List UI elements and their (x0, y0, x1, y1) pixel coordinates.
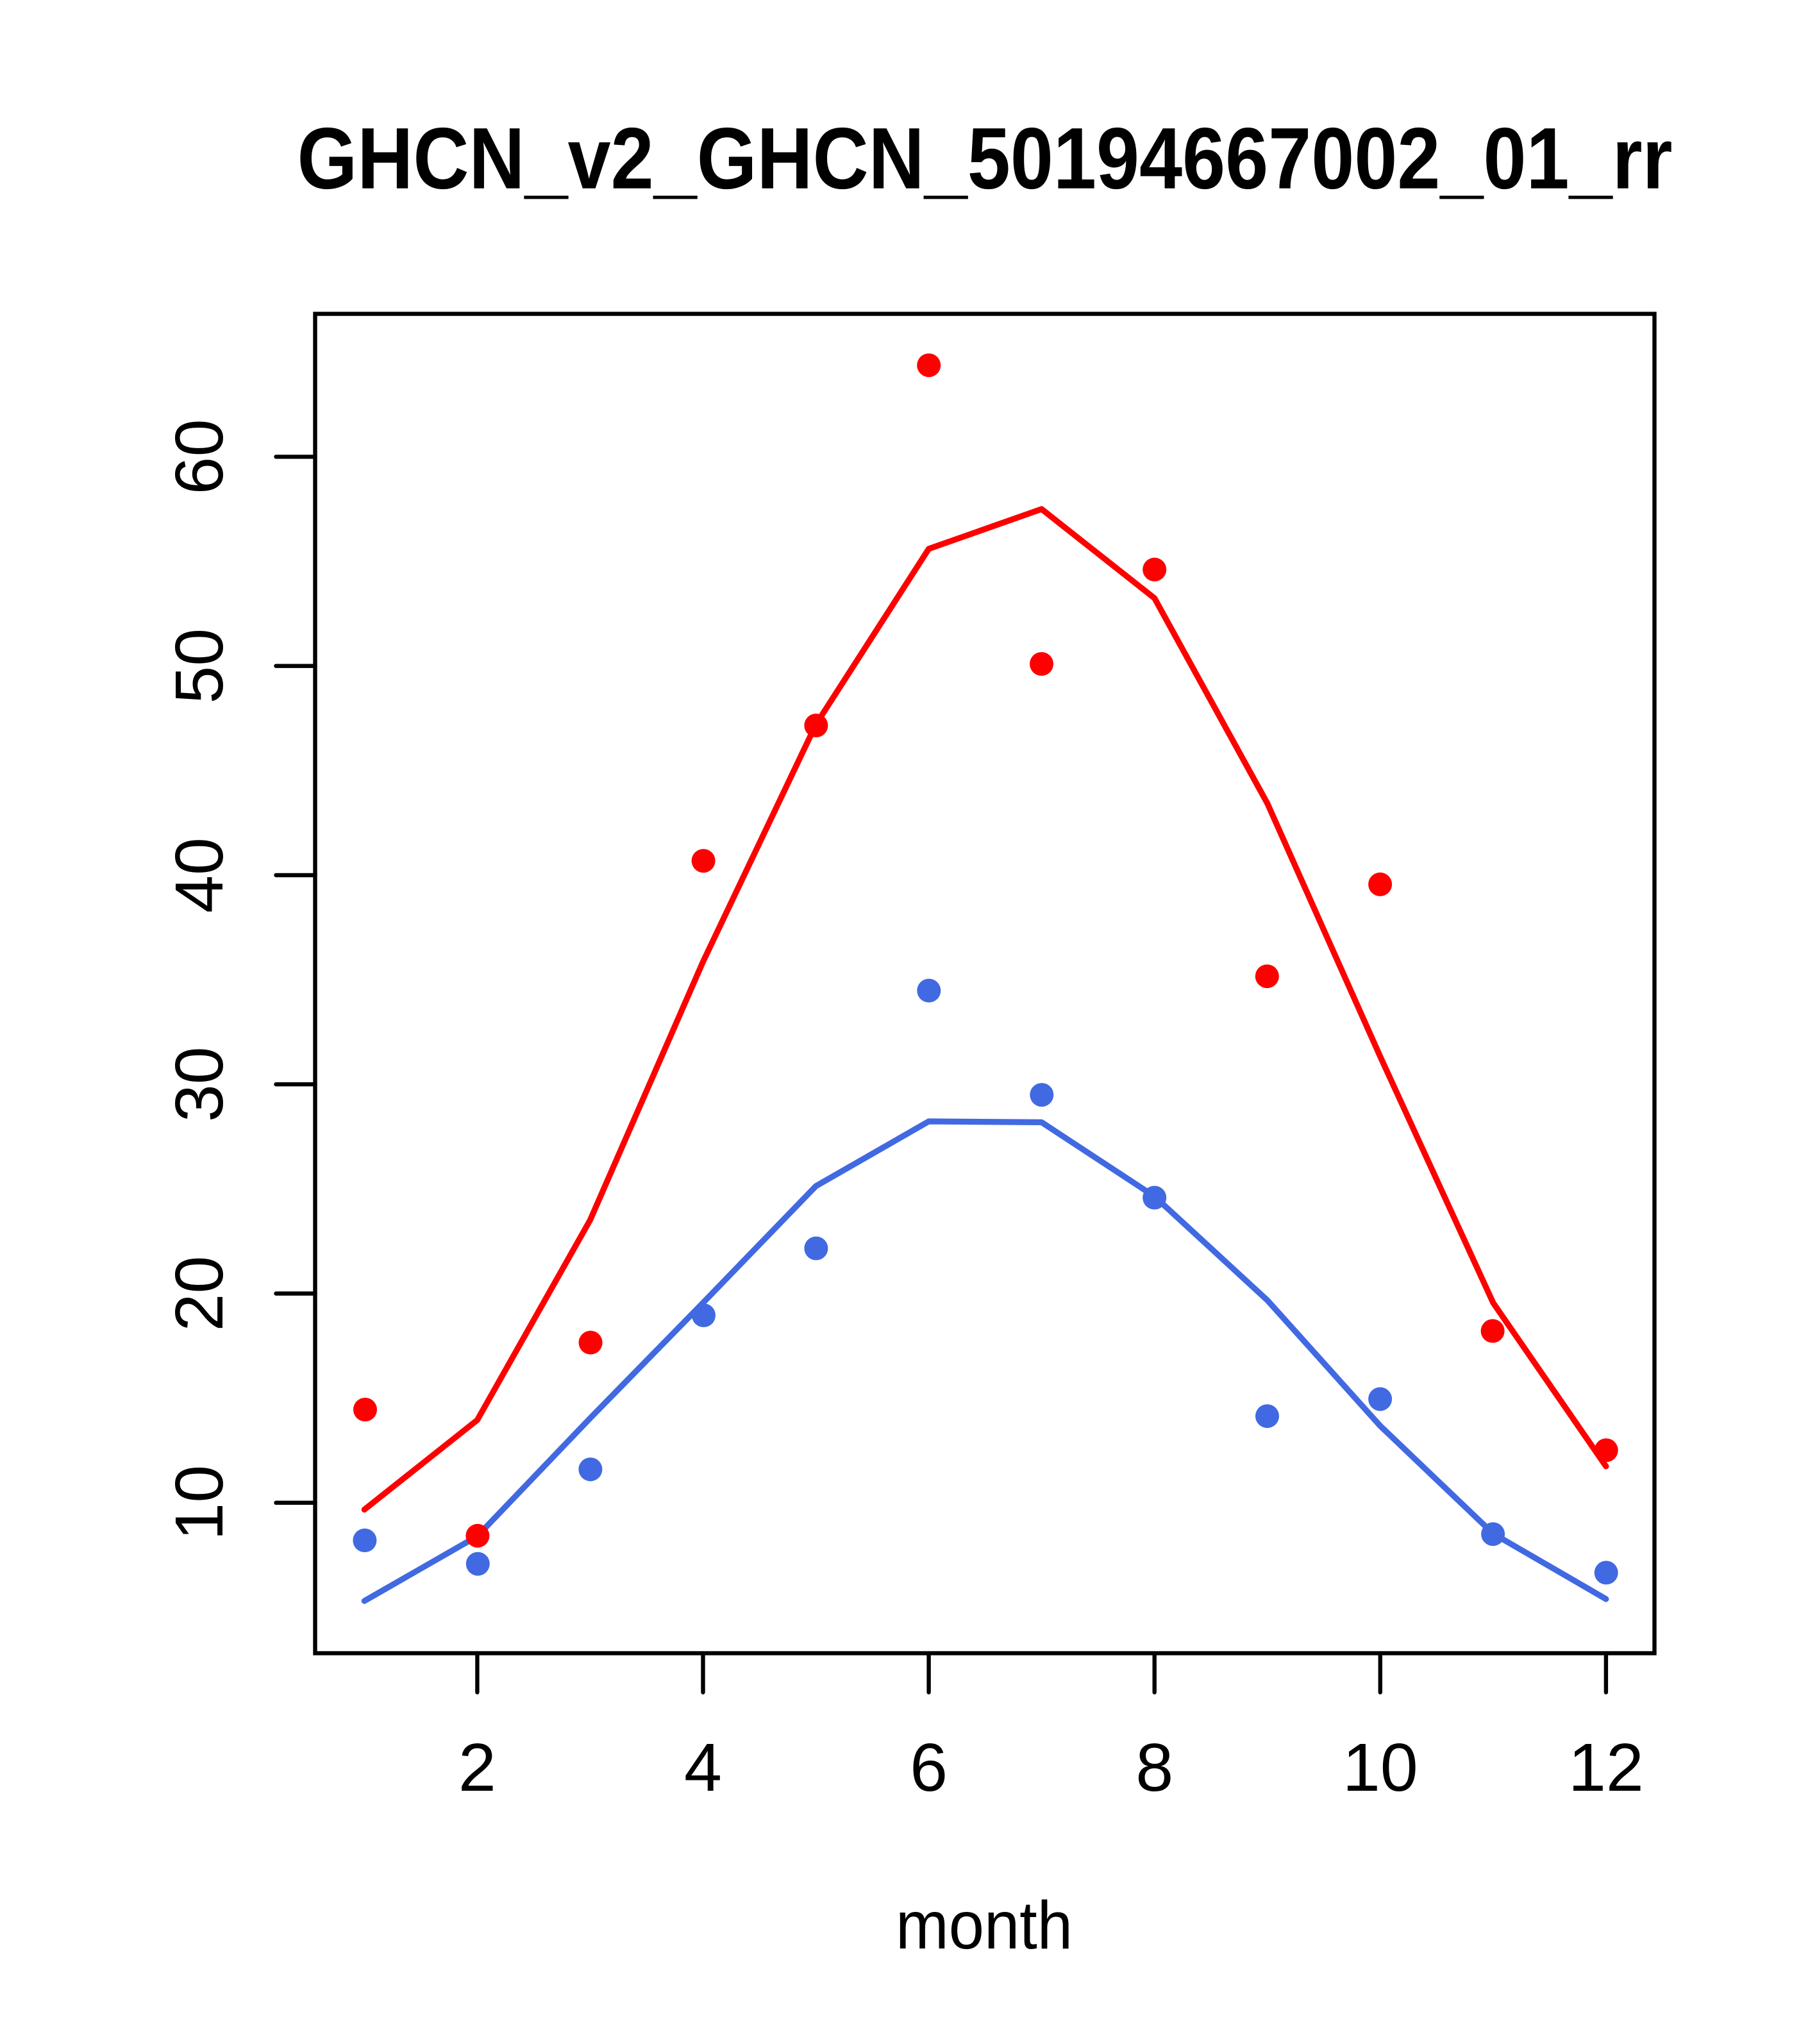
svg-text:month: month (896, 1888, 1073, 1963)
svg-text:20: 20 (162, 1256, 237, 1332)
svg-text:2: 2 (458, 1730, 496, 1805)
svg-text:4: 4 (684, 1730, 722, 1805)
svg-text:30: 30 (162, 1046, 237, 1122)
svg-text:12: 12 (1568, 1730, 1644, 1805)
svg-text:60: 60 (162, 419, 237, 494)
svg-text:10: 10 (162, 1465, 237, 1541)
svg-text:40: 40 (162, 837, 237, 913)
svg-text:50: 50 (162, 628, 237, 704)
svg-text:8: 8 (1135, 1730, 1173, 1805)
svg-text:GHCN_v2_GHCN_50194667002_01_rr: GHCN_v2_GHCN_50194667002_01_rr (297, 110, 1673, 207)
svg-text:10: 10 (1343, 1730, 1418, 1805)
svg-text:6: 6 (910, 1730, 948, 1805)
